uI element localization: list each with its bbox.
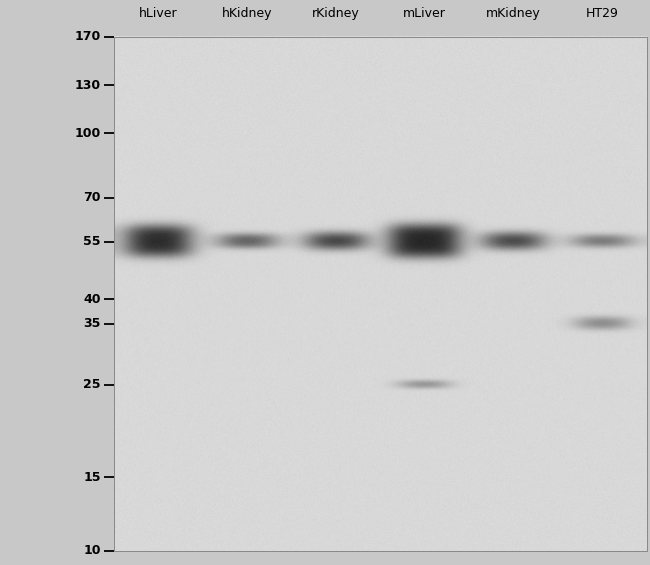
Text: 55: 55 xyxy=(83,235,101,248)
Text: hKidney: hKidney xyxy=(222,7,272,20)
Text: 70: 70 xyxy=(83,191,101,204)
Text: HT29: HT29 xyxy=(586,7,619,20)
Bar xyxy=(114,37,647,551)
Text: hLiver: hLiver xyxy=(139,7,177,20)
Text: rKidney: rKidney xyxy=(312,7,359,20)
Text: 170: 170 xyxy=(75,30,101,44)
Text: 100: 100 xyxy=(75,127,101,140)
Text: mLiver: mLiver xyxy=(403,7,446,20)
Text: 130: 130 xyxy=(75,79,101,92)
Text: 25: 25 xyxy=(83,378,101,391)
Text: 40: 40 xyxy=(83,293,101,306)
Bar xyxy=(114,37,647,551)
Text: mKidney: mKidney xyxy=(486,7,541,20)
Text: 10: 10 xyxy=(83,544,101,558)
Text: 35: 35 xyxy=(83,317,101,330)
Text: 15: 15 xyxy=(83,471,101,484)
